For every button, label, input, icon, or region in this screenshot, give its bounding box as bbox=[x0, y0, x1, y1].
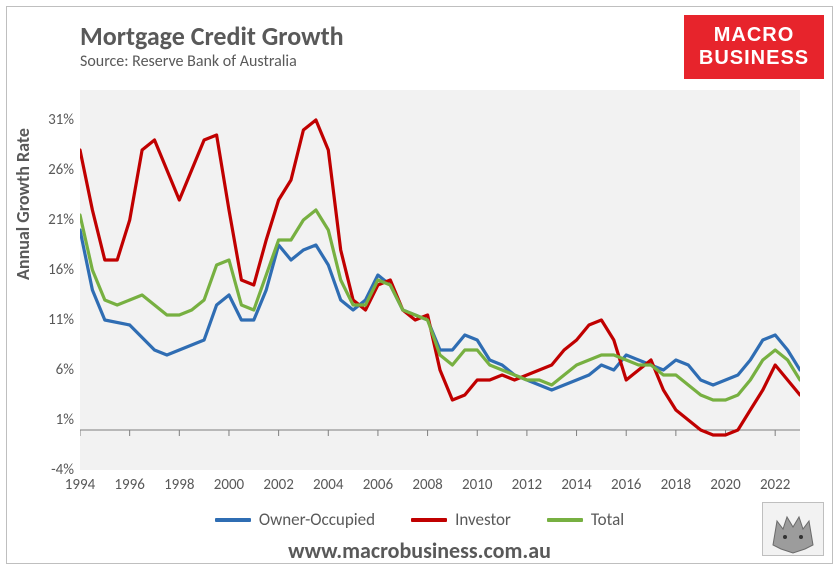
x-tick-label: 1998 bbox=[159, 476, 199, 494]
chart-title: Mortgage Credit Growth bbox=[80, 20, 344, 52]
logo-line1: MACRO bbox=[684, 24, 824, 47]
x-tick-label: 2012 bbox=[507, 476, 547, 494]
y-tick-label: 16% bbox=[32, 261, 74, 279]
y-tick-label: 31% bbox=[32, 111, 74, 129]
legend-label: Investor bbox=[455, 509, 511, 530]
x-tick-label: 2008 bbox=[408, 476, 448, 494]
wolf-icon bbox=[762, 502, 824, 556]
y-tick-label: 21% bbox=[32, 211, 74, 229]
x-tick-label: 2022 bbox=[755, 476, 795, 494]
x-tick-label: 2018 bbox=[656, 476, 696, 494]
x-tick-label: 2004 bbox=[308, 476, 348, 494]
legend-swatch bbox=[547, 518, 583, 522]
legend-item: Owner-Occupied bbox=[215, 509, 375, 530]
macrobusiness-logo: MACRO BUSINESS bbox=[684, 15, 824, 79]
legend-item: Investor bbox=[411, 509, 511, 530]
x-tick-label: 2014 bbox=[557, 476, 597, 494]
plot-svg bbox=[80, 90, 800, 470]
y-tick-label: 6% bbox=[32, 361, 74, 379]
legend-label: Owner-Occupied bbox=[259, 509, 375, 530]
plot-area bbox=[80, 90, 800, 470]
legend: Owner-Occupied Investor Total bbox=[0, 506, 839, 531]
y-axis-title: Annual Growth Rate bbox=[12, 128, 34, 280]
x-tick-label: 1996 bbox=[110, 476, 150, 494]
legend-item: Total bbox=[547, 509, 624, 530]
x-tick-label: 1994 bbox=[60, 476, 100, 494]
x-tick-label: 2016 bbox=[606, 476, 646, 494]
logo-line2: BUSINESS bbox=[684, 47, 824, 70]
x-tick-label: 2010 bbox=[457, 476, 497, 494]
y-tick-label: 11% bbox=[32, 311, 74, 329]
site-url: www.macrobusiness.com.au bbox=[0, 537, 839, 564]
y-tick-label: 26% bbox=[32, 161, 74, 179]
legend-label: Total bbox=[591, 509, 624, 530]
chart-container: Mortgage Credit Growth Source: Reserve B… bbox=[0, 0, 839, 570]
legend-swatch bbox=[411, 518, 447, 522]
legend-swatch bbox=[215, 518, 251, 522]
x-tick-label: 2000 bbox=[209, 476, 249, 494]
chart-subtitle: Source: Reserve Bank of Australia bbox=[80, 52, 297, 71]
x-tick-label: 2002 bbox=[259, 476, 299, 494]
x-tick-label: 2006 bbox=[358, 476, 398, 494]
x-tick-label: 2020 bbox=[706, 476, 746, 494]
y-tick-label: 1% bbox=[32, 411, 74, 429]
